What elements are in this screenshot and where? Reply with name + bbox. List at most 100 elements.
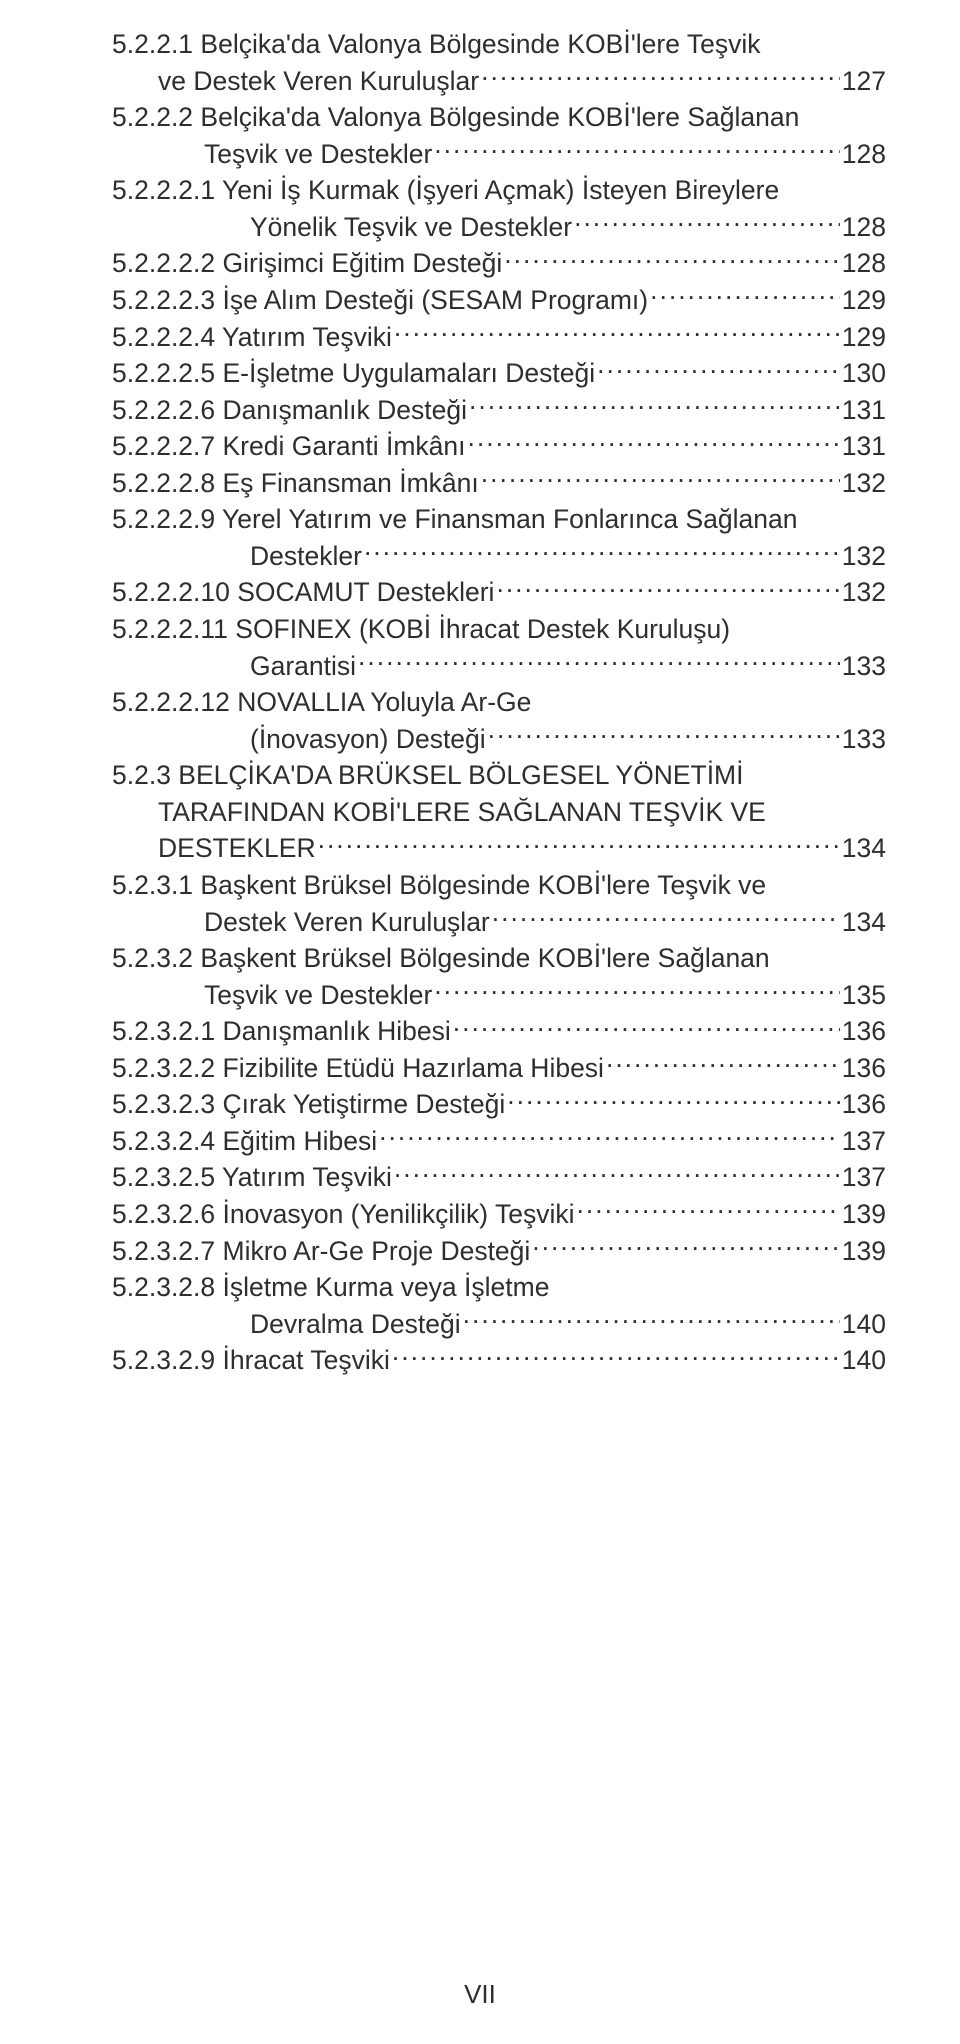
toc-entry-title: 5.2.2.2.3 İşe Alım Desteği (SESAM Progra… [112, 282, 648, 319]
toc-entry-line: Garantisi 133 [112, 648, 886, 685]
toc-entry-title: 5.2.3.2.2 Fizibilite Etüdü Hazırlama Hib… [112, 1050, 604, 1087]
toc-entry-continuation: 5.2.3.1 Başkent Brüksel Bölgesinde KOBİ'… [112, 867, 886, 904]
toc-leader-dots [481, 63, 840, 90]
toc-entry-title: 5.2.2.2.6 Danışmanlık Desteği [112, 392, 467, 429]
toc-entry-title: 5.2.3.2.4 Eğitim Hibesi [112, 1123, 377, 1160]
toc-entry-continuation: 5.2.2.2.12 NOVALLIA Yoluyla Ar-Ge [112, 684, 886, 721]
toc-entry-line: 5.2.3.2.5 Yatırım Teşviki 137 [112, 1159, 886, 1196]
toc-entry-page-number: 134 [842, 904, 886, 941]
toc-entry-title: DESTEKLER [158, 830, 316, 867]
toc-entry-line: 5.2.2.2.10 SOCAMUT Destekleri 132 [112, 574, 886, 611]
toc-entry-line: 5.2.3.2.9 İhracat Teşviki 140 [112, 1342, 886, 1379]
toc-entry-line: Yönelik Teşvik ve Destekler128 [112, 209, 886, 246]
toc-entry-line: 5.2.3.2.4 Eğitim Hibesi 137 [112, 1123, 886, 1160]
toc-leader-dots [597, 356, 840, 383]
toc-entry-line: DESTEKLER 134 [112, 830, 886, 867]
document-page: 5.2.2.1 Belçika'da Valonya Bölgesinde KO… [0, 0, 960, 2044]
toc-entry-page-number: 131 [842, 428, 886, 465]
toc-entry-page-number: 133 [842, 648, 886, 685]
toc-leader-dots [358, 648, 840, 675]
toc-entry-line: 5.2.3.2.7 Mikro Ar-Ge Proje Desteği 139 [112, 1233, 886, 1270]
toc-entry-title: 5.2.3.2.3 Çırak Yetiştirme Desteği [112, 1086, 505, 1123]
toc-leader-dots [394, 319, 840, 346]
toc-leader-dots [577, 1197, 840, 1224]
toc-entry-page-number: 140 [842, 1306, 886, 1343]
toc-entry-line: 5.2.2.2.8 Eş Finansman İmkânı 132 [112, 465, 886, 502]
toc-entry-page-number: 132 [842, 574, 886, 611]
toc-entry-title: Yönelik Teşvik ve Destekler [250, 209, 572, 246]
toc-entry-continuation: 5.2.2.2.11 SOFINEX (KOBİ İhracat Destek … [112, 611, 886, 648]
toc-entry-title: 5.2.3.2.5 Yatırım Teşviki [112, 1159, 392, 1196]
toc-entry-line: 5.2.3.2.1 Danışmanlık Hibesi 136 [112, 1013, 886, 1050]
toc-entry-page-number: 140 [842, 1342, 886, 1379]
toc-entry-continuation: 5.2.2.2.1 Yeni İş Kurmak (İşyeri Açmak) … [112, 172, 886, 209]
toc-entry-title: Destekler [250, 538, 362, 575]
toc-entry-line: Teşvik ve Destekler135 [112, 977, 886, 1014]
toc-entry-title: ve Destek Veren Kuruluşlar [158, 63, 479, 100]
toc-leader-dots [469, 392, 840, 419]
toc-leader-dots [463, 1306, 840, 1333]
toc-leader-dots [434, 977, 840, 1004]
toc-entry-page-number: 139 [842, 1196, 886, 1233]
toc-leader-dots [453, 1014, 840, 1041]
toc-entry-continuation: 5.2.2.2.9 Yerel Yatırım ve Finansman Fon… [112, 501, 886, 538]
toc-entry-line: 5.2.3.2.2 Fizibilite Etüdü Hazırlama Hib… [112, 1050, 886, 1087]
toc-entry-line: 5.2.2.2.7 Kredi Garanti İmkânı 131 [112, 428, 886, 465]
toc-leader-dots [394, 1160, 840, 1187]
toc-entry-title: Garantisi [250, 648, 356, 685]
toc-entry-line: Teşvik ve Destekler128 [112, 136, 886, 173]
toc-entry-page-number: 134 [842, 830, 886, 867]
toc-entry-line: 5.2.2.2.5 E-İşletme Uygulamaları Desteği… [112, 355, 886, 392]
toc-entry-continuation: 5.2.3 BELÇİKA'DA BRÜKSEL BÖLGESEL YÖNETİ… [112, 757, 886, 794]
toc-entry-title: 5.2.3.2.1 Danışmanlık Hibesi [112, 1013, 451, 1050]
toc-entry-page-number: 132 [842, 538, 886, 575]
toc-entry-continuation: 5.2.3.2.8 İşletme Kurma veya İşletme [112, 1269, 886, 1306]
toc-entry-page-number: 139 [842, 1233, 886, 1270]
toc-entry-line: Destekler 132 [112, 538, 886, 575]
toc-entry-title: Teşvik ve Destekler [204, 977, 432, 1014]
toc-entry-page-number: 137 [842, 1159, 886, 1196]
toc-entry-page-number: 129 [842, 319, 886, 356]
toc-entry-title: 5.2.3.2.6 İnovasyon (Yenilikçilik) Teşvi… [112, 1196, 575, 1233]
toc-entry-page-number: 129 [842, 282, 886, 319]
toc-entry-page-number: 127 [842, 63, 886, 100]
toc-leader-dots [532, 1233, 839, 1260]
toc-entry-title: Destek Veren Kuruluşlar [204, 904, 490, 941]
toc-leader-dots [318, 831, 840, 858]
toc-leader-dots [364, 538, 840, 565]
toc-entry-page-number: 136 [842, 1013, 886, 1050]
toc-leader-dots [504, 246, 840, 273]
toc-entry-title: 5.2.2.2.5 E-İşletme Uygulamaları Desteği [112, 355, 595, 392]
toc-leader-dots [481, 465, 840, 492]
toc-leader-dots [606, 1050, 840, 1077]
toc-entry-line: 5.2.2.2.6 Danışmanlık Desteği 131 [112, 392, 886, 429]
toc-leader-dots [507, 1087, 839, 1114]
toc-entry-title: 5.2.2.2.10 SOCAMUT Destekleri [112, 574, 494, 611]
toc-entry-line: 5.2.3.2.3 Çırak Yetiştirme Desteği136 [112, 1086, 886, 1123]
toc-entry-page-number: 137 [842, 1123, 886, 1160]
toc-entry-continuation: 5.2.2.1 Belçika'da Valonya Bölgesinde KO… [112, 26, 886, 63]
toc-entry-line: 5.2.3.2.6 İnovasyon (Yenilikçilik) Teşvi… [112, 1196, 886, 1233]
toc-entry-title: Devralma Desteği [250, 1306, 461, 1343]
toc-leader-dots [488, 721, 840, 748]
toc-leader-dots [492, 904, 840, 931]
toc-leader-dots [496, 575, 839, 602]
toc-leader-dots [392, 1343, 840, 1370]
toc-entry-line: 5.2.2.2.2 Girişimci Eğitim Desteği128 [112, 245, 886, 282]
toc-entry-line: Destek Veren Kuruluşlar 134 [112, 904, 886, 941]
page-number-roman: VII [0, 1979, 960, 2010]
toc-entry-line: (İnovasyon) Desteği133 [112, 721, 886, 758]
toc-entry-page-number: 128 [842, 136, 886, 173]
toc-entry-page-number: 130 [842, 355, 886, 392]
toc-entry-line: Devralma Desteği 140 [112, 1306, 886, 1343]
toc-entry-continuation: TARAFINDAN KOBİ'LERE SAĞLANAN TEŞVİK VE [112, 794, 886, 831]
toc-leader-dots [650, 282, 840, 309]
toc-entry-line: ve Destek Veren Kuruluşlar 127 [112, 63, 886, 100]
toc-entry-title: 5.2.3.2.9 İhracat Teşviki [112, 1342, 390, 1379]
toc-entry-page-number: 132 [842, 465, 886, 502]
toc-leader-dots [379, 1123, 840, 1150]
toc-entry-title: 5.2.2.2.8 Eş Finansman İmkânı [112, 465, 479, 502]
table-of-contents: 5.2.2.1 Belçika'da Valonya Bölgesinde KO… [112, 26, 886, 1379]
toc-entry-page-number: 131 [842, 392, 886, 429]
toc-entry-title: 5.2.2.2.7 Kredi Garanti İmkânı [112, 428, 466, 465]
